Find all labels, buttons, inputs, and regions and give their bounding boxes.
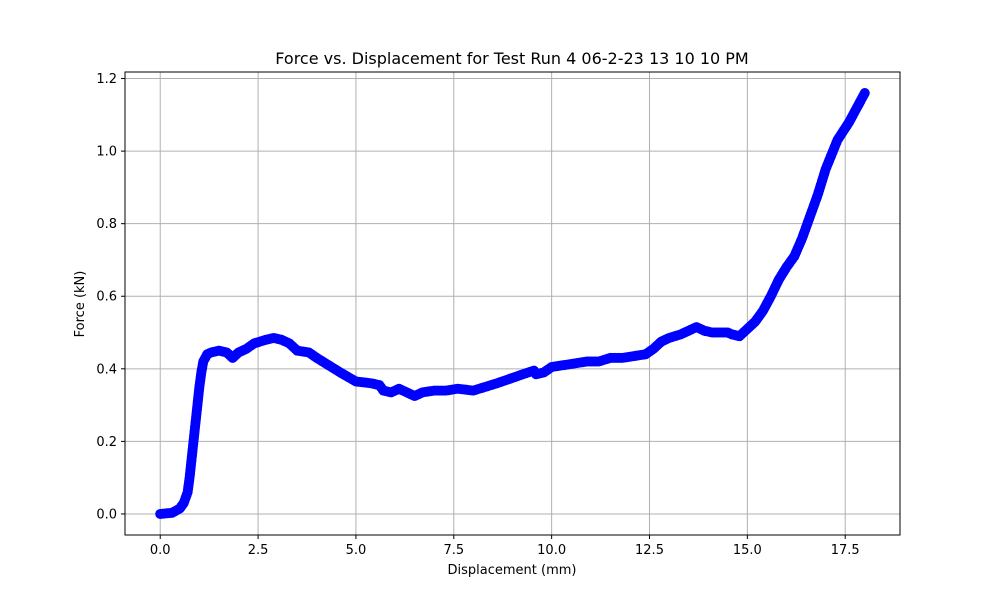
y-axis-label: Force (kN): [73, 271, 88, 338]
plot-frame: [124, 71, 901, 536]
y-tick-label: 1.0: [96, 145, 117, 160]
y-tick-label: 1.2: [96, 72, 117, 87]
y-tick-label: 0.8: [96, 217, 117, 232]
data-point: [859, 88, 870, 99]
x-tick-label: 5.0: [346, 543, 367, 558]
x-tick-label: 15.0: [733, 543, 762, 558]
y-tick-label: 0.2: [96, 435, 117, 450]
y-tick-label: 0.0: [96, 507, 117, 522]
x-tick-label: 12.5: [635, 543, 664, 558]
y-tick-label: 0.6: [96, 290, 117, 305]
x-tick-label: 7.5: [443, 543, 464, 558]
x-tick-label: 17.5: [831, 543, 860, 558]
y-tick-label: 0.4: [96, 362, 117, 377]
x-tick-label: 10.0: [537, 543, 566, 558]
x-tick-label: 0.0: [150, 543, 171, 558]
series-points: [155, 88, 870, 519]
chart-title: Force vs. Displacement for Test Run 4 06…: [275, 49, 748, 68]
y-axis: 0.0 0.2 0.4 0.6 0.8 1.0 1.2: [96, 72, 125, 522]
x-axis: 0.0 2.5 5.0 7.5 10.0 12.5 15.0 17.5: [150, 535, 860, 558]
x-axis-label: Displacement (mm): [448, 563, 577, 578]
grid: [125, 72, 900, 535]
x-tick-label: 2.5: [248, 543, 269, 558]
